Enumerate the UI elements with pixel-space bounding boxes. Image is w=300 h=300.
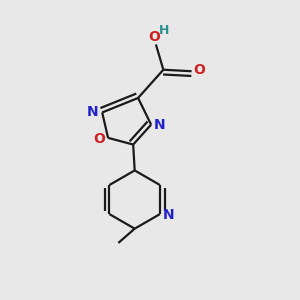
Text: O: O	[93, 132, 105, 146]
Text: H: H	[159, 24, 169, 37]
Text: O: O	[193, 63, 205, 77]
Text: N: N	[154, 118, 166, 132]
Text: N: N	[162, 208, 174, 222]
Text: O: O	[148, 30, 160, 44]
Text: N: N	[87, 105, 98, 118]
